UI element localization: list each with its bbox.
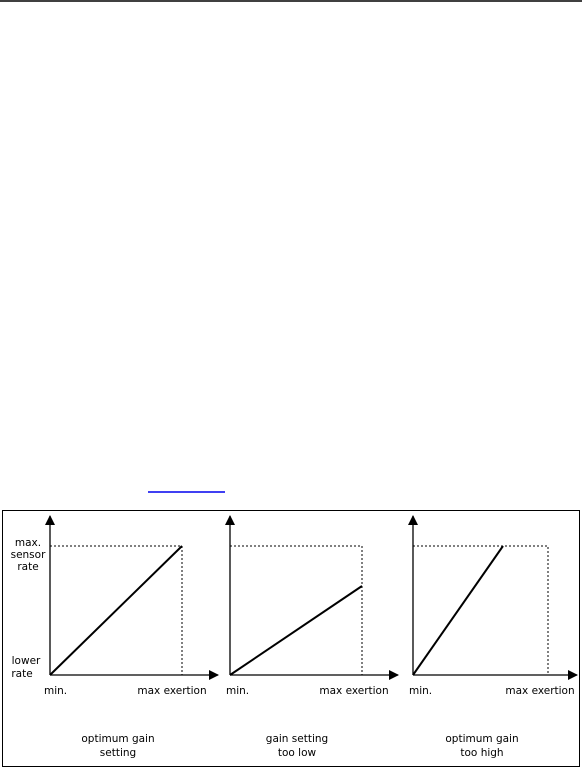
y-label-top: max. <box>15 537 41 549</box>
response-line <box>49 545 183 676</box>
caption: optimum gain <box>445 733 518 745</box>
panel: min. max exertion optimum gain too high <box>408 515 578 759</box>
y-label-bottom: rate <box>11 668 32 680</box>
y-label-top: rate <box>17 561 38 573</box>
x-min-label: min. <box>44 685 67 697</box>
panel: min. max exertion gain setting too low <box>225 515 399 759</box>
limit-guide <box>230 545 363 675</box>
x-min-label: min. <box>409 685 432 697</box>
response-line <box>412 545 504 676</box>
caption: optimum gain <box>81 733 154 745</box>
limit-guide <box>413 545 549 675</box>
y-label-top: sensor <box>11 549 46 561</box>
response-line <box>229 585 363 676</box>
caption: too low <box>278 747 317 759</box>
caption: setting <box>100 747 136 759</box>
caption: too high <box>460 747 503 759</box>
x-max-label: max exertion <box>137 685 206 697</box>
x-min-label: min. <box>226 685 249 697</box>
y-label-bottom: lower <box>12 655 41 667</box>
x-max-label: max exertion <box>319 685 388 697</box>
panel: min. max exertion optimum gain setting <box>44 515 219 759</box>
x-max-label: max exertion <box>505 685 574 697</box>
figure-frame <box>2 510 580 767</box>
caption: gain setting <box>266 733 328 745</box>
